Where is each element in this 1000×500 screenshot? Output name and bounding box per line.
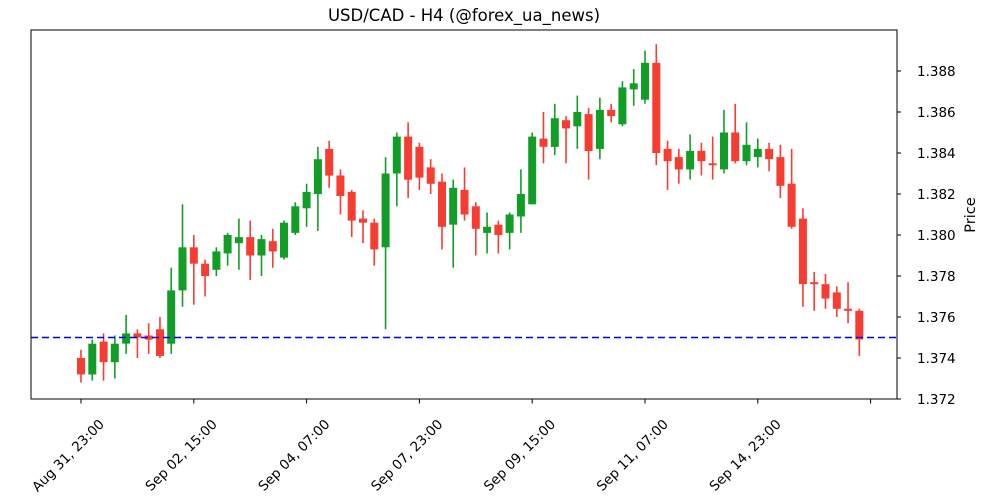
candle-body-up bbox=[122, 333, 131, 344]
candle-body-down bbox=[844, 308, 852, 311]
candle-body-down bbox=[438, 181, 446, 227]
candle-body-down bbox=[584, 114, 593, 151]
candle-body-up bbox=[618, 87, 627, 125]
candle-body-down bbox=[731, 132, 740, 162]
candle-body-up bbox=[178, 247, 187, 291]
candle-body-down bbox=[663, 148, 672, 162]
candle-body-down bbox=[426, 167, 435, 184]
candle-body-up bbox=[629, 83, 638, 90]
y-tick-label: 1.382 bbox=[917, 187, 956, 203]
candle-body-up bbox=[753, 148, 762, 158]
candle-body-down bbox=[674, 157, 683, 170]
candle-body-down bbox=[189, 247, 198, 264]
candle-body-down bbox=[821, 284, 830, 299]
candle-body-up bbox=[550, 118, 559, 147]
candle-body-up bbox=[505, 214, 514, 233]
candle-body-up bbox=[392, 136, 401, 174]
candle-body-down bbox=[471, 206, 480, 229]
candle-body-down bbox=[325, 148, 334, 176]
candle-body-up bbox=[280, 222, 288, 258]
candle-body-up bbox=[449, 187, 458, 225]
candle-body-down bbox=[133, 333, 142, 338]
candle-body-down bbox=[494, 224, 503, 235]
candle-body-down bbox=[370, 222, 379, 250]
x-tick-label: Sep 07, 23:00 bbox=[368, 417, 446, 495]
candle-body-down bbox=[99, 341, 108, 363]
candle-body-up bbox=[483, 226, 492, 233]
y-tick-label: 1.376 bbox=[917, 310, 956, 326]
candle-body-down bbox=[460, 189, 469, 215]
candle-body-down bbox=[156, 329, 164, 356]
candle-body-down bbox=[201, 263, 210, 276]
candle-body-up bbox=[381, 173, 390, 248]
candle-body-up bbox=[720, 132, 728, 170]
candle-body-down bbox=[404, 136, 413, 180]
candle-body-up bbox=[302, 191, 311, 209]
y-tick-label: 1.378 bbox=[917, 269, 956, 285]
candle-body-down bbox=[798, 218, 807, 285]
x-tick-label: Aug 31, 23:00 bbox=[29, 417, 108, 496]
y-tick-label: 1.386 bbox=[917, 105, 956, 121]
candle-body-up bbox=[110, 343, 119, 363]
candle-body-up bbox=[573, 112, 582, 127]
candle-body-down bbox=[765, 148, 774, 160]
x-tick-label: Sep 04, 07:00 bbox=[255, 417, 333, 495]
x-tick-label: Sep 09, 15:00 bbox=[481, 417, 559, 495]
candle-body-up bbox=[88, 343, 97, 375]
candle-body-down bbox=[855, 310, 864, 340]
candle-body-up bbox=[291, 206, 300, 233]
candle-body-up bbox=[742, 144, 751, 162]
candle-body-up bbox=[257, 239, 266, 256]
candle-body-down bbox=[562, 120, 570, 129]
candle-body-up bbox=[641, 62, 649, 100]
candle-body-up bbox=[223, 235, 232, 254]
candle-body-down bbox=[359, 218, 367, 223]
plot-border bbox=[30, 29, 898, 400]
candle-body-down bbox=[607, 109, 616, 117]
candle-body-down bbox=[776, 157, 785, 186]
candle-body-down bbox=[246, 237, 255, 256]
candle-body-down bbox=[144, 335, 153, 340]
candle-body-up bbox=[313, 159, 322, 195]
candle-body-down bbox=[336, 175, 345, 196]
candle-body-up bbox=[686, 150, 695, 170]
x-tick-label: Sep 11, 07:00 bbox=[594, 417, 672, 495]
candle-body-up bbox=[212, 251, 221, 270]
candle-body-down bbox=[415, 146, 424, 178]
candle-body-down bbox=[652, 62, 661, 153]
y-tick-label: 1.380 bbox=[917, 228, 956, 244]
chart-title: USD/CAD - H4 (@forex_ua_news) bbox=[327, 6, 601, 25]
x-tick-label: Sep 14, 23:00 bbox=[707, 417, 785, 495]
candle-body-down bbox=[708, 163, 717, 166]
candle-body-down bbox=[697, 150, 706, 162]
candle-body-up bbox=[234, 237, 243, 244]
x-tick-label: Sep 02, 15:00 bbox=[143, 417, 221, 495]
candle-body-up bbox=[167, 290, 176, 344]
candle-body-down bbox=[787, 183, 796, 227]
candle-body-up bbox=[528, 136, 537, 205]
y-tick-label: 1.384 bbox=[917, 146, 956, 162]
candle-body-down bbox=[347, 191, 356, 221]
candle-body-down bbox=[539, 138, 548, 147]
candle-body-down bbox=[77, 358, 85, 375]
candle-body-up bbox=[516, 194, 525, 217]
y-tick-label: 1.372 bbox=[917, 392, 956, 408]
candle-body-down bbox=[268, 241, 277, 252]
candle-body-up bbox=[595, 109, 604, 149]
candle-body-down bbox=[832, 292, 841, 309]
y-tick-label: 1.374 bbox=[917, 351, 956, 367]
candle-body-down bbox=[810, 282, 819, 285]
y-tick-label: 1.388 bbox=[917, 64, 956, 80]
